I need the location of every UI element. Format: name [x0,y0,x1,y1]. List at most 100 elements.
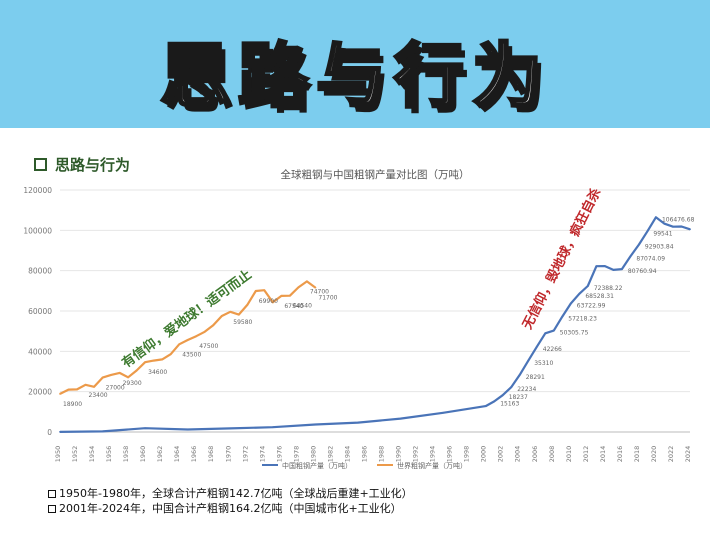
y-tick-label: 20000 [28,388,52,397]
data-label: 67540 [284,303,303,310]
data-label: 35310 [534,360,553,367]
x-tick-label: 1980 [309,446,317,463]
data-point [663,222,666,225]
x-tick-label: 2022 [667,446,675,463]
data-point [263,289,266,292]
data-point [152,359,155,362]
x-tick-label: 1996 [446,446,454,463]
legend-label: 世界粗钢产量（万吨） [397,461,467,470]
note-text: 1950年-1980年，全球合计产粗钢142.7亿吨（全球战后重建+工业化） [59,487,413,500]
y-tick-label: 80000 [28,267,52,276]
data-point [229,310,232,313]
x-tick-label: 1998 [463,446,471,463]
y-tick-label: 40000 [28,347,52,356]
data-point [442,411,445,414]
x-tick-label: 1972 [241,446,249,463]
x-tick-label: 1976 [275,446,283,463]
data-point [646,230,649,233]
x-tick-label: 2010 [565,446,573,463]
x-tick-label: 2016 [616,446,624,463]
x-tick-label: 1950 [54,446,62,463]
data-point [271,301,274,304]
data-label: 106476.68 [662,216,695,223]
x-tick-label: 1982 [326,446,334,463]
data-label: 15163 [500,400,519,407]
x-tick-label: 2008 [548,446,556,463]
data-point [314,286,317,289]
series-line-china [59,216,691,433]
data-point [161,358,164,361]
data-point [561,315,564,318]
data-label: 29300 [123,380,142,387]
data-point [305,280,308,283]
header-banner: 思路与行为 [0,0,710,128]
x-tick-label: 2004 [514,446,522,463]
data-label: 50305.75 [560,330,589,337]
data-label: 59580 [233,319,252,326]
data-point [578,292,581,295]
data-point [672,225,674,228]
square-bullet-icon [48,489,56,498]
x-tick-label: 1958 [122,446,130,463]
x-tick-label: 1992 [412,446,420,463]
x-tick-label: 1964 [173,446,181,463]
x-tick-label: 1988 [378,446,386,463]
chart-title: 全球粗钢与中国粗钢产量对比图（万吨） [281,168,470,181]
data-point [569,302,572,305]
x-tick-label: 2020 [650,446,658,463]
data-point [518,374,521,376]
note-text: 2001年-2024年，中国合计产粗钢164.2亿吨（中国城市化+工业化） [59,502,402,515]
data-point [638,243,640,246]
data-label: 57218.23 [568,316,597,323]
data-point [237,313,240,316]
data-point [399,417,402,420]
data-point [59,392,61,395]
data-label: 63722.99 [577,302,606,309]
section-heading: 思路与行为 [34,154,130,175]
data-point [484,405,487,407]
note-item: 2001年-2024年，中国合计产粗钢164.2亿吨（中国城市化+工业化） [48,501,413,516]
data-point [220,315,223,317]
data-point [203,330,206,333]
data-point [186,339,189,341]
x-tick-label: 1962 [156,446,164,463]
data-label: 18237 [509,394,528,401]
data-point [552,329,555,332]
x-tick-label: 1966 [190,446,198,463]
y-tick-label: 120000 [23,186,52,195]
square-bullet-icon [48,504,56,513]
legend-label: 中国粗钢产量（万吨） [282,461,352,470]
data-point [254,290,257,292]
data-point [84,383,87,386]
x-tick-label: 2002 [497,446,505,463]
x-tick-label: 1984 [343,446,351,463]
data-point [212,324,215,327]
x-tick-label: 1952 [71,446,79,463]
data-label: 43500 [182,351,201,358]
x-tick-label: 2000 [480,446,488,463]
data-point [501,394,504,397]
data-point [689,228,691,231]
data-label: 68528.31 [585,293,614,300]
data-point [101,430,104,433]
data-point [76,388,78,391]
data-point [357,421,359,424]
x-tick-label: 1970 [224,446,232,463]
data-point [195,335,198,338]
data-point [186,428,189,431]
data-point [246,304,249,306]
data-label: 23400 [89,392,108,399]
data-label: 64540 [293,303,312,310]
data-point [612,268,615,271]
data-point [603,265,606,267]
data-label: 74700 [310,288,329,295]
data-point [118,372,121,374]
data-point [178,343,181,346]
data-point [535,345,538,348]
section-heading-text: 思路与行为 [55,156,131,174]
data-point [527,359,530,362]
data-point [655,216,657,219]
x-tick-label: 1954 [88,446,96,463]
data-point [144,361,147,364]
data-label: 87074.09 [636,255,665,262]
